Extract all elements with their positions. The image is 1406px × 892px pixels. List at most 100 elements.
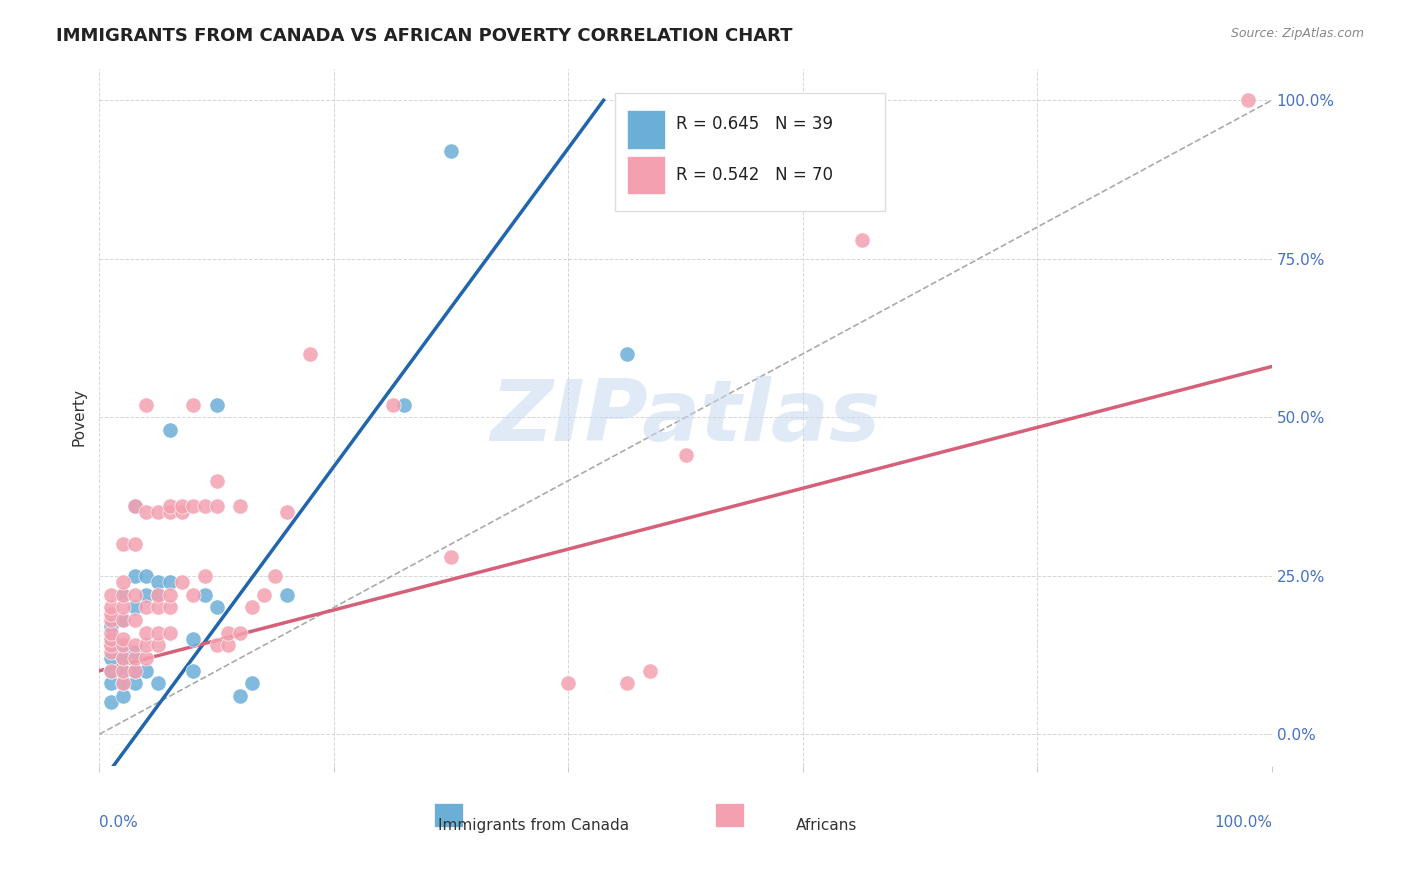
Point [299,347,322,361]
Point [205,499,228,513]
Point [1237,93,1260,107]
Point [111,600,134,615]
Point [394,398,416,412]
Point [111,537,134,551]
Point [111,639,134,653]
Text: Immigrants from Canada: Immigrants from Canada [437,818,628,833]
Point [111,664,134,678]
Point [146,575,169,590]
Point [616,347,638,361]
Text: R = 0.645   N = 39: R = 0.645 N = 39 [676,115,834,133]
Text: R = 0.542   N = 70: R = 0.542 N = 70 [676,166,834,185]
Point [124,568,146,582]
Point [276,505,298,519]
Point [170,505,193,519]
Point [240,600,263,615]
Point [851,233,873,247]
Point [100,664,122,678]
Point [205,398,228,412]
Point [194,499,217,513]
Point [181,398,204,412]
Y-axis label: Poverty: Poverty [72,388,86,446]
Point [111,651,134,665]
Point [146,588,169,602]
Point [100,632,122,646]
Point [111,676,134,690]
Point [146,625,169,640]
Point [205,639,228,653]
Point [135,639,157,653]
Point [124,664,146,678]
Point [440,549,463,564]
Point [675,448,697,462]
Point [124,499,146,513]
FancyBboxPatch shape [627,156,665,194]
Text: IMMIGRANTS FROM CANADA VS AFRICAN POVERTY CORRELATION CHART: IMMIGRANTS FROM CANADA VS AFRICAN POVERT… [56,27,793,45]
Point [124,651,146,665]
Point [100,619,122,633]
Point [135,625,157,640]
Text: ZIPatlas: ZIPatlas [491,376,880,458]
FancyBboxPatch shape [616,93,884,211]
Point [111,632,134,646]
Point [229,689,252,703]
Point [557,676,579,690]
Point [135,398,157,412]
Point [100,651,122,665]
Point [217,625,239,640]
Point [100,613,122,627]
Point [100,600,122,615]
Text: Africans: Africans [796,818,858,833]
Point [111,613,134,627]
Point [100,625,122,640]
Point [111,613,134,627]
Point [111,676,134,690]
Point [124,588,146,602]
Point [159,423,181,437]
Point [111,639,134,653]
Point [194,568,217,582]
Point [264,568,287,582]
Point [159,625,181,640]
Point [640,664,662,678]
Point [146,676,169,690]
Point [381,398,404,412]
Point [100,676,122,690]
Point [124,645,146,659]
Point [616,676,638,690]
Point [124,600,146,615]
Point [100,696,122,710]
Point [100,632,122,646]
Text: Source: ZipAtlas.com: Source: ZipAtlas.com [1230,27,1364,40]
Point [135,600,157,615]
Point [135,651,157,665]
Point [111,689,134,703]
Point [111,664,134,678]
Point [205,600,228,615]
Point [217,639,239,653]
Point [146,588,169,602]
Point [135,505,157,519]
Point [146,639,169,653]
Point [159,505,181,519]
Point [229,499,252,513]
Point [100,664,122,678]
Point [124,639,146,653]
Point [124,664,146,678]
Point [100,645,122,659]
Point [181,632,204,646]
FancyBboxPatch shape [433,803,463,827]
Point [124,676,146,690]
Point [100,588,122,602]
Point [111,651,134,665]
Point [181,499,204,513]
Point [124,499,146,513]
Text: 100.0%: 100.0% [1213,814,1272,830]
Point [440,144,463,158]
Point [111,575,134,590]
Point [170,575,193,590]
Point [159,575,181,590]
Point [159,588,181,602]
Point [159,499,181,513]
Point [135,588,157,602]
